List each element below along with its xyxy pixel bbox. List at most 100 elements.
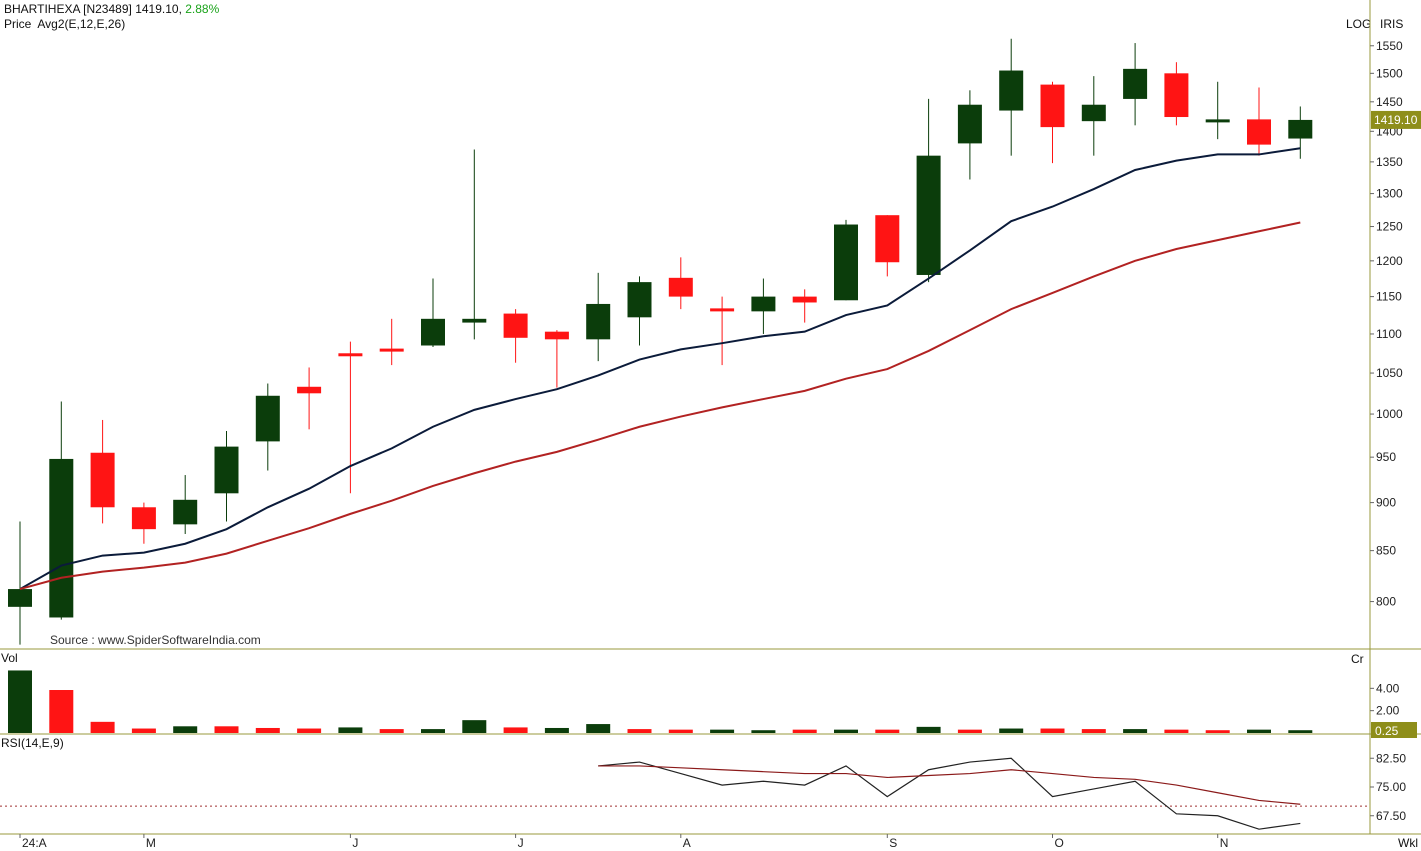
- iris-toggle[interactable]: IRIS: [1380, 17, 1403, 31]
- ema-26-line: [19, 221, 1301, 591]
- candle-body: [379, 348, 404, 352]
- volume-bar: [751, 730, 776, 733]
- time-tick-label: J: [518, 836, 524, 850]
- source-text: Source : www.SpiderSoftwareIndia.com: [50, 633, 261, 647]
- volume-current-tag: [1371, 722, 1417, 738]
- time-tick-label: O: [1055, 836, 1064, 850]
- price-tick-label: 1050: [1376, 366, 1403, 380]
- volume-tick-label: 4.00: [1376, 681, 1400, 695]
- price-tick-label: 1350: [1376, 155, 1403, 169]
- volume-bar: [1205, 730, 1230, 733]
- volume-panel-label: Vol: [1, 651, 18, 665]
- last-price: 1419.10,: [135, 2, 182, 16]
- volume-bar: [297, 728, 322, 733]
- volume-bar: [544, 727, 569, 733]
- candle-body: [1247, 119, 1271, 145]
- candle-body: [916, 155, 941, 275]
- volume-bar: [131, 728, 156, 733]
- volume-bar: [710, 729, 735, 733]
- volume-bar: [875, 729, 900, 733]
- candle-body: [1164, 73, 1189, 118]
- volume-bar: [957, 729, 982, 733]
- rsi-tick-label: 75.00: [1376, 780, 1406, 794]
- rsi-line: [598, 757, 1301, 830]
- candle-body: [957, 104, 982, 144]
- time-tick-label: S: [889, 836, 897, 850]
- candle-body: [462, 318, 487, 323]
- candle-body: [49, 458, 74, 618]
- volume-bar: [1123, 729, 1148, 733]
- volume-bar: [338, 727, 363, 733]
- candle-body: [1123, 68, 1148, 99]
- candle-body: [131, 507, 156, 530]
- volume-tick-label: 2.00: [1376, 704, 1400, 718]
- last-price-tag-label: 1419.10: [1374, 113, 1418, 127]
- moving-averages: [19, 147, 1301, 591]
- iris-label: IRIS: [1380, 17, 1404, 31]
- price-tick-label: 1000: [1376, 407, 1403, 421]
- price-tick-label: 1450: [1376, 95, 1403, 109]
- candle-body: [710, 308, 735, 312]
- volume-bar: [1247, 729, 1271, 733]
- avg-indicator-label: Avg2(E,12,E,26): [37, 17, 126, 31]
- volume-bar: [1288, 730, 1313, 733]
- candle-body: [627, 282, 652, 318]
- candle-body: [421, 318, 445, 346]
- indicator-legend: Price Avg2(E,12,E,26): [4, 17, 125, 31]
- ema-12-line: [19, 147, 1301, 590]
- change-percent: 2.88%: [185, 2, 220, 16]
- candle-body: [297, 386, 322, 394]
- time-tick-label: M: [146, 836, 156, 850]
- volume-bar: [214, 726, 239, 733]
- rsi-signal-line: [598, 765, 1301, 805]
- rsi-lines: [0, 757, 1370, 830]
- price-tick-label: 1150: [1376, 290, 1402, 304]
- volume-bar: [668, 729, 693, 733]
- candle-body: [586, 303, 611, 340]
- candle-body: [214, 446, 239, 494]
- last-price-tag: [1371, 110, 1421, 129]
- volume-bar: [173, 726, 198, 733]
- log-scale-toggle[interactable]: LOG: [1346, 17, 1371, 31]
- rsi-tick-label: 82.50: [1376, 751, 1406, 765]
- period-label: Wkl: [1398, 836, 1418, 850]
- volume-bar: [916, 726, 941, 733]
- volume-bars: [8, 670, 1313, 733]
- volume-bar: [90, 721, 115, 733]
- candle-body: [90, 452, 115, 508]
- volume-unit-label: Cr: [1351, 652, 1364, 666]
- time-tick-label: 24:A: [22, 836, 47, 850]
- candle-body: [255, 395, 280, 442]
- candle-body: [503, 313, 528, 338]
- volume-bar: [834, 729, 858, 733]
- volume-bar: [792, 729, 817, 733]
- price-tick-label: 950: [1376, 450, 1396, 464]
- price-tick-label: 1100: [1376, 327, 1402, 341]
- log-label: LOG: [1346, 17, 1372, 31]
- candle-body: [875, 215, 900, 263]
- candle-body: [1288, 119, 1313, 139]
- price-tick-label: 1500: [1376, 66, 1403, 80]
- price-tick-label: 1300: [1376, 187, 1403, 201]
- symbol-name: BHARTIHEXA [N23489]: [4, 2, 132, 16]
- candle-body: [792, 296, 817, 303]
- time-tick-label: A: [683, 836, 691, 850]
- volume-bar: [255, 727, 280, 733]
- candle-body: [999, 70, 1024, 111]
- volume-bar: [999, 728, 1024, 733]
- volume-current-label: 0.25: [1375, 724, 1399, 738]
- volume-bar: [8, 670, 32, 733]
- candle-body: [668, 277, 693, 297]
- candle-body: [1205, 119, 1230, 123]
- volume-bar: [1164, 729, 1189, 733]
- price-tick-label: 1550: [1376, 39, 1403, 53]
- candle-body: [8, 589, 32, 607]
- candle-body: [544, 331, 569, 340]
- candle-body: [1081, 104, 1106, 122]
- volume-bar: [503, 727, 528, 733]
- candle-body: [173, 499, 198, 525]
- rsi-panel-label: RSI(14,E,9): [1, 736, 64, 750]
- volume-bar: [586, 724, 611, 733]
